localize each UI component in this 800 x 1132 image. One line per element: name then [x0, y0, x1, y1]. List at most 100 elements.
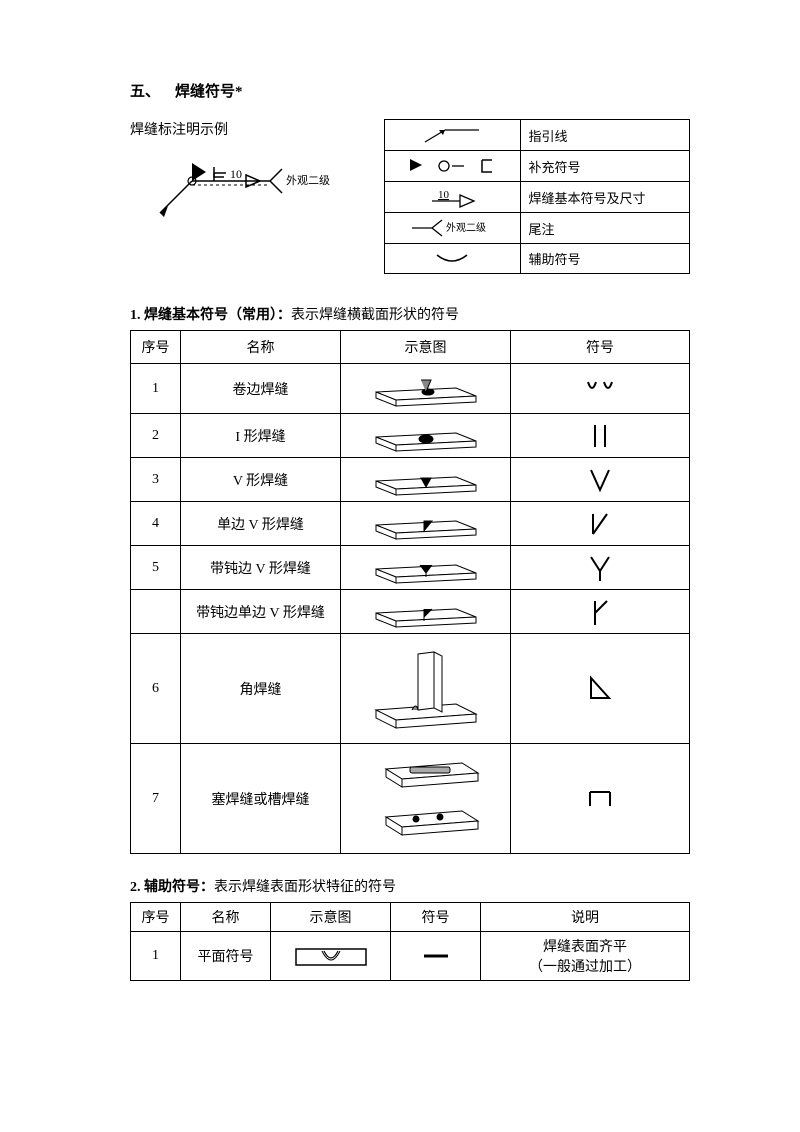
table-header-row: 序号 名称 示意图 符号	[131, 331, 690, 364]
cell-fig	[341, 744, 511, 854]
th: 符号	[391, 903, 481, 932]
heading-prefix: 五、	[130, 84, 160, 100]
cell-sym	[511, 502, 690, 546]
cell-idx: 5	[131, 546, 181, 590]
section2-num: 2.	[130, 880, 141, 895]
cell-fig	[341, 364, 511, 414]
cell-fig	[341, 590, 511, 634]
weld-symbol-icon	[585, 466, 615, 494]
weld-schematic-icon	[366, 595, 486, 629]
legend-basic-icon: 10	[412, 186, 492, 208]
legend-label: 焊缝基本符号及尺寸	[520, 182, 689, 213]
example-num: 10	[230, 167, 242, 181]
cell-name: 单边 V 形焊缝	[181, 502, 341, 546]
table-row: 1 卷边焊缝	[131, 364, 690, 414]
section2-title-bold: 辅助符号：	[144, 880, 214, 895]
legend-supp-icon	[402, 155, 502, 177]
table-row: 5 带钝边 V 形焊缝	[131, 546, 690, 590]
cell-sym	[511, 364, 690, 414]
weld-schematic-icon	[366, 463, 486, 497]
table-row: 6 角焊缝	[131, 634, 690, 744]
section2-heading: 2. 辅助符号：表示焊缝表面形状特征的符号	[130, 876, 690, 896]
legend-label: 补充符号	[520, 151, 689, 182]
desc-line2: （一般通过加工）	[485, 956, 685, 976]
legend-aux-icon	[422, 249, 482, 269]
section-heading: 五、 焊缝符号*	[130, 80, 690, 101]
th-sym: 符号	[511, 331, 690, 364]
section1-title-rest: 表示焊缝横截面形状的符号	[291, 308, 459, 323]
aux-symbol-icon	[416, 946, 456, 966]
cell-fig	[271, 932, 391, 981]
aux-schematic-icon	[286, 939, 376, 973]
weld-schematic-icon	[366, 749, 486, 849]
th-idx: 序号	[131, 331, 181, 364]
table-row: 带钝边单边 V 形焊缝	[131, 590, 690, 634]
legend-row: 辅助符号	[385, 244, 690, 274]
cell-name: 塞焊缝或槽焊缝	[181, 744, 341, 854]
cell-fig	[341, 414, 511, 458]
weld-schematic-icon	[366, 551, 486, 585]
cell-idx: 3	[131, 458, 181, 502]
cell-fig	[341, 546, 511, 590]
cell-sym	[511, 634, 690, 744]
cell-name: 带钝边 V 形焊缝	[181, 546, 341, 590]
weld-symbol-icon	[585, 421, 615, 451]
legend-label: 指引线	[520, 120, 689, 151]
cell-idx: 4	[131, 502, 181, 546]
weld-symbol-icon	[582, 786, 618, 812]
table-aux-symbols: 序号 名称 示意图 符号 说明 1 平面符号 焊缝表面齐平 （一般通过加工）	[130, 902, 690, 981]
cell-idx: 7	[131, 744, 181, 854]
table-header-row: 序号 名称 示意图 符号 说明	[131, 903, 690, 932]
svg-text:外观二级: 外观二级	[446, 222, 486, 234]
th: 示意图	[271, 903, 391, 932]
weld-schematic-icon	[366, 419, 486, 453]
cell-name: 卷边焊缝	[181, 364, 341, 414]
cell-idx: 1	[131, 364, 181, 414]
legend-leader-icon	[417, 124, 487, 146]
section1-title-bold: 焊缝基本符号（常用）：	[144, 308, 291, 323]
cell-sym	[511, 590, 690, 634]
th-name: 名称	[181, 331, 341, 364]
cell-idx	[131, 590, 181, 634]
cell-name: V 形焊缝	[181, 458, 341, 502]
cell-name: I 形焊缝	[181, 414, 341, 458]
table-row: 7 塞焊缝或槽焊缝	[131, 744, 690, 854]
cell-sym	[511, 546, 690, 590]
example-diagram: 10 外观二级	[150, 151, 340, 221]
th: 序号	[131, 903, 181, 932]
table-basic-symbols: 序号 名称 示意图 符号 1 卷边焊缝 2 I 形焊缝 3 V 形焊缝 4 单边…	[130, 330, 690, 854]
cell-sym	[391, 932, 481, 981]
cell-name: 平面符号	[181, 932, 271, 981]
cell-desc: 焊缝表面齐平 （一般通过加工）	[481, 932, 690, 981]
table-row: 3 V 形焊缝	[131, 458, 690, 502]
example-title: 焊缝标注明示例	[130, 119, 360, 139]
th: 说明	[481, 903, 690, 932]
table-row: 1 平面符号 焊缝表面齐平 （一般通过加工）	[131, 932, 690, 981]
th: 名称	[181, 903, 271, 932]
weld-symbol-icon	[580, 374, 620, 404]
weld-symbol-icon	[583, 674, 617, 704]
svg-text:10: 10	[438, 189, 450, 201]
th-fig: 示意图	[341, 331, 511, 364]
legend-label: 尾注	[520, 213, 689, 244]
weld-symbol-icon	[585, 553, 615, 583]
cell-sym	[511, 414, 690, 458]
legend-row: 指引线	[385, 120, 690, 151]
cell-idx: 2	[131, 414, 181, 458]
weld-schematic-icon	[366, 644, 486, 734]
cell-name: 带钝边单边 V 形焊缝	[181, 590, 341, 634]
cell-name: 角焊缝	[181, 634, 341, 744]
weld-schematic-icon	[366, 507, 486, 541]
weld-symbol-icon	[585, 510, 615, 538]
section2-title-rest: 表示焊缝表面形状特征的符号	[214, 880, 396, 895]
cell-idx: 6	[131, 634, 181, 744]
legend-table: 指引线 补充符号 10 焊缝基本符号及尺寸	[384, 119, 690, 274]
example-tail: 外观二级	[286, 174, 330, 187]
legend-row: 补充符号	[385, 151, 690, 182]
cell-sym	[511, 744, 690, 854]
cell-fig	[341, 458, 511, 502]
legend-row: 10 焊缝基本符号及尺寸	[385, 182, 690, 213]
cell-fig	[341, 502, 511, 546]
heading-text: 焊缝符号*	[175, 84, 243, 100]
example-column: 焊缝标注明示例 10 外观二级	[130, 119, 360, 221]
